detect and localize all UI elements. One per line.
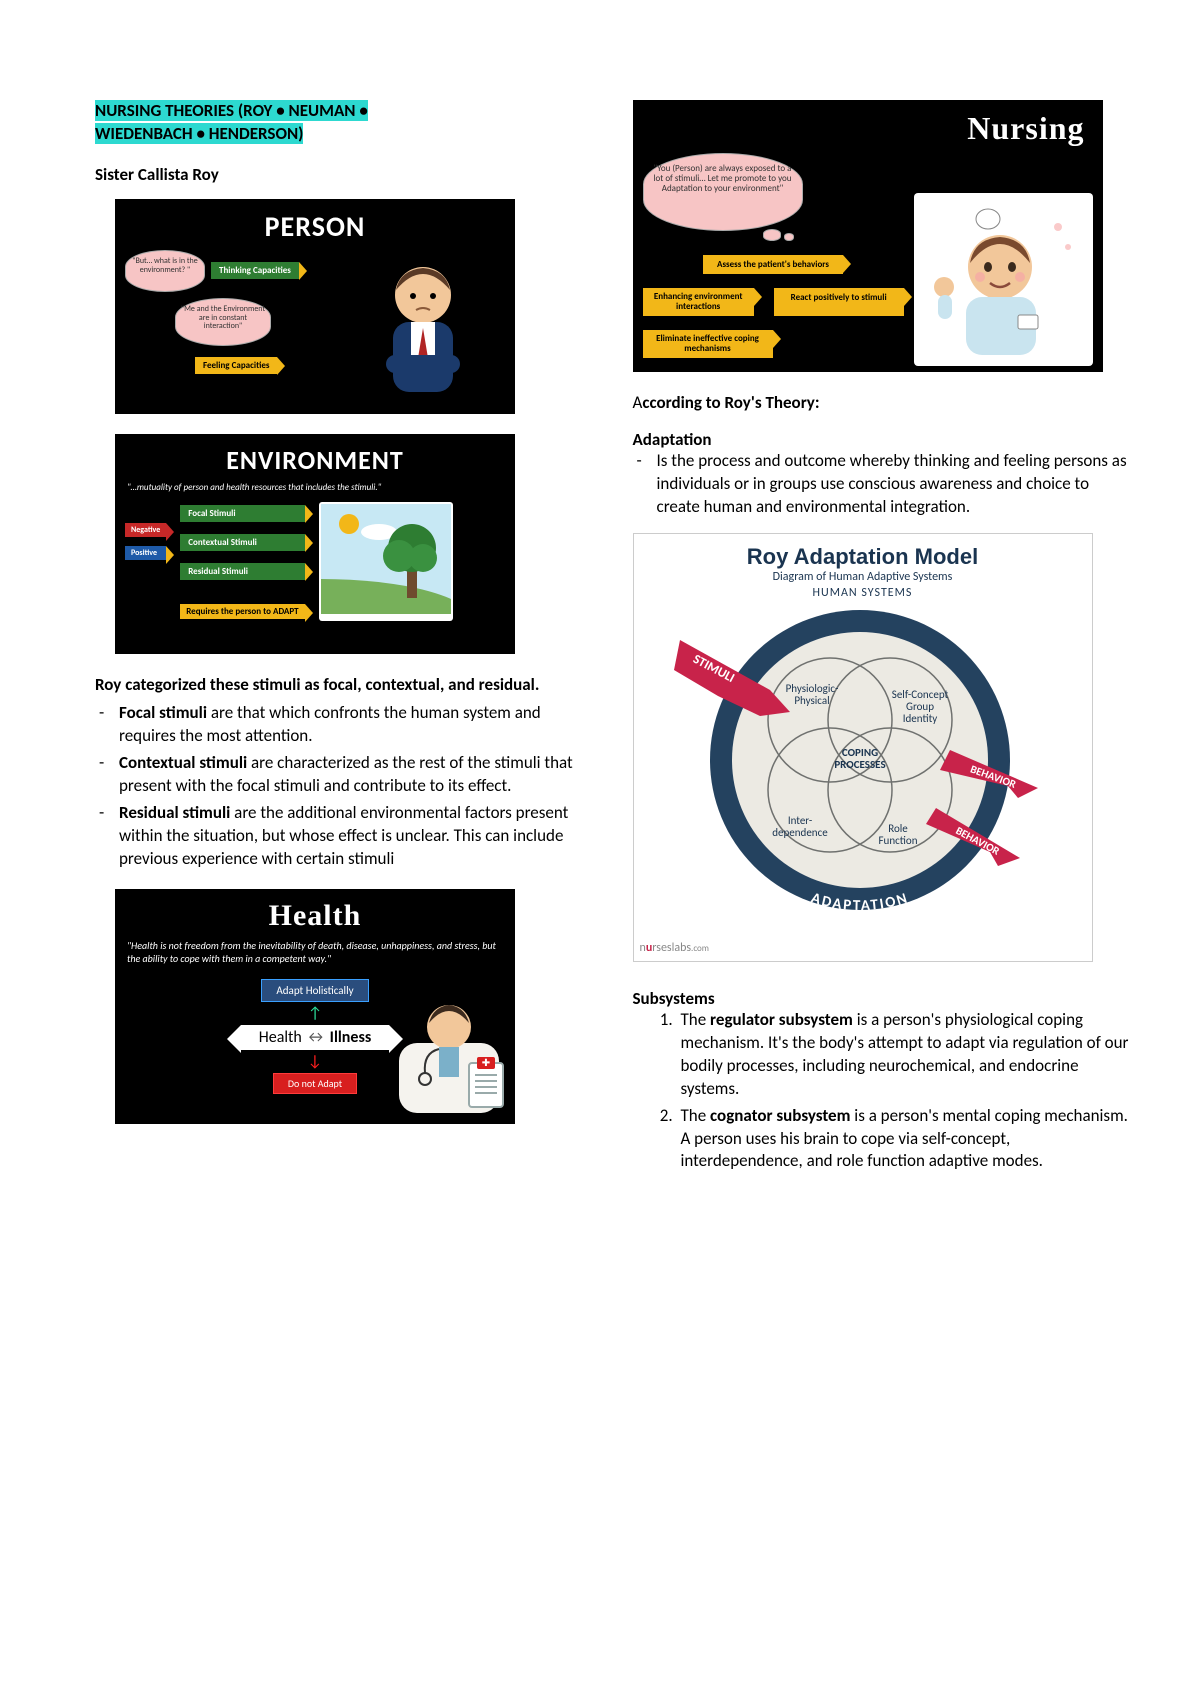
environment-panel: ENVIRONMENT "…mutuality of person and he… <box>115 434 515 654</box>
roy-adaptation-diagram: Roy Adaptation Model Diagram of Human Ad… <box>633 533 1093 962</box>
nursing-t4: Eliminate ineffective coping mechanisms <box>643 330 773 358</box>
stimuli-list: Focal stimuli are that which confronts t… <box>95 702 593 871</box>
list-item: Is the process and outcome whereby think… <box>657 450 1131 519</box>
nursing-t1: Assess the patient's behaviors <box>703 255 843 274</box>
nursing-panel: Nursing "You (Person) are always exposed… <box>633 100 1103 372</box>
up-arrow-icon: ↑ <box>308 1004 322 1023</box>
thinking-tag: Thinking Capacities <box>211 262 299 279</box>
list-item: The cognator subsystem is a person's men… <box>677 1105 1131 1174</box>
author-name: Sister Callista Roy <box>95 164 593 185</box>
diagram-credit: nurseslabs.com <box>640 941 1086 955</box>
neg-tag: Negative <box>125 523 166 537</box>
right-column: Nursing "You (Person) are always exposed… <box>633 100 1131 1177</box>
svg-text:Identity: Identity <box>902 712 937 725</box>
adaptation-title: Adaptation <box>633 429 1131 450</box>
adaptation-list: Is the process and outcome whereby think… <box>633 450 1131 519</box>
svg-text:✚: ✚ <box>482 1056 490 1069</box>
noadapt-box: Do not Adapt <box>273 1073 357 1094</box>
person-bubble2: "Me and the Environment are in constant … <box>175 298 271 346</box>
svg-text:PROCESSES: PROCESSES <box>834 758 885 771</box>
tree-illustration <box>319 502 453 621</box>
health-panel: Health "Health is not freedom from the i… <box>115 889 515 1124</box>
diagram-hs: HUMAN SYSTEMS <box>640 586 1086 600</box>
env-title: ENVIRONMENT <box>115 444 515 476</box>
person-bubble1: "But… what is in the environment? " <box>125 250 205 292</box>
nurse-illustration <box>914 193 1093 366</box>
roy-heading: According to Roy's Theory: <box>633 392 1131 413</box>
down-arrow-icon: ↓ <box>308 1052 322 1071</box>
pos-tag: Positive <box>125 546 166 560</box>
list-item: Focal stimuli are that which confronts t… <box>119 702 593 748</box>
person-title: PERSON <box>115 209 515 244</box>
env-t1: Focal Stimuli <box>180 505 304 522</box>
header-line1: NURSING THEORIES (ROY • NEUMAN • <box>95 100 368 121</box>
feeling-tag: Feeling Capacities <box>195 357 277 374</box>
svg-text:Physical: Physical <box>794 694 829 707</box>
header-line2: WIEDENBACH • HENDERSON) <box>95 123 303 144</box>
nursing-t2: Enhancing environment interactions <box>643 288 754 316</box>
two-column-layout: NURSING THEORIES (ROY • NEUMAN • WIEDENB… <box>95 100 1130 1177</box>
doctor-illustration: ✚ <box>389 993 509 1118</box>
nursing-title: Nursing <box>633 110 1103 147</box>
person-panel: PERSON "But… what is in the environment?… <box>115 199 515 414</box>
person-illustration <box>348 250 505 410</box>
nursing-bubble: "You (Person) are always exposed to a lo… <box>643 153 803 231</box>
env-t2: Contextual Stimuli <box>180 534 304 551</box>
env-quote: "…mutuality of person and health resourc… <box>115 482 515 502</box>
subsystems-title: Subsystems <box>633 988 1131 1009</box>
list-item: Contextual stimuli are characterized as … <box>119 752 593 798</box>
diagram-sub: Diagram of Human Adaptive Systems <box>640 570 1086 584</box>
adapt-box: Adapt Holistically <box>261 979 368 1002</box>
env-t4: Requires the person to ADAPT <box>180 604 304 620</box>
list-item: Residual stimuli are the additional envi… <box>119 802 593 871</box>
env-t3: Residual Stimuli <box>180 563 304 580</box>
nursing-t3: React positively to stimuli <box>774 288 904 316</box>
list-item: The regulator subsystem is a person's ph… <box>677 1009 1131 1101</box>
svg-text:Function: Function <box>878 834 917 847</box>
health-quote: "Health is not freedom from the inevitab… <box>115 939 515 973</box>
diagram-title: Roy Adaptation Model <box>640 544 1086 570</box>
page-header: NURSING THEORIES (ROY • NEUMAN • WIEDENB… <box>95 100 593 146</box>
subsystems-list: The regulator subsystem is a person's ph… <box>633 1009 1131 1174</box>
stimuli-intro: Roy categorized these stimuli as focal, … <box>95 674 593 696</box>
svg-text:dependence: dependence <box>772 826 828 839</box>
health-illness-bar: Health ↔ Illness <box>241 1025 389 1050</box>
left-column: NURSING THEORIES (ROY • NEUMAN • WIEDENB… <box>95 100 593 1177</box>
health-title: Health <box>115 899 515 933</box>
